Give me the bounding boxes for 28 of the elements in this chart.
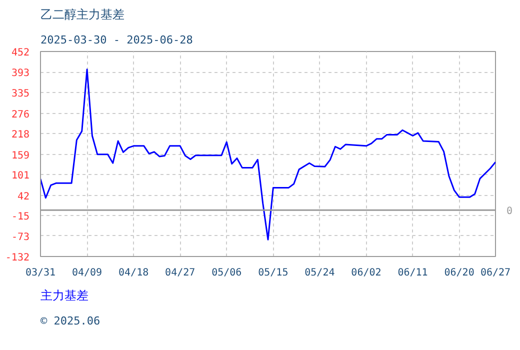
- y-tick-label: 452: [11, 48, 30, 58]
- x-tick-label: 04/18: [118, 268, 149, 278]
- y-tick-label: 159: [11, 150, 30, 162]
- x-tick-label: 06/27: [480, 268, 511, 278]
- x-tick-label: 05/15: [258, 268, 288, 278]
- x-tick-label: 05/24: [304, 268, 335, 278]
- x-tick-label: 05/06: [212, 268, 242, 278]
- chart-title: 乙二醇主力基差: [40, 8, 124, 22]
- x-tick-label: 06/20: [444, 268, 474, 278]
- x-tick-label: 03/31: [25, 268, 56, 278]
- chart-subtitle: 2025-03-30 - 2025-06-28: [40, 34, 193, 46]
- y-tick-label: 393: [11, 68, 30, 80]
- y-tick-label: 335: [11, 88, 30, 100]
- x-tick-label: 06/11: [398, 268, 428, 278]
- text: © 2025.06: [40, 314, 100, 328]
- y-tick-label: 218: [11, 130, 30, 141]
- line-series: [40, 68, 496, 240]
- y-tick-label: 101: [11, 170, 30, 182]
- y-tick-label: -15: [11, 211, 30, 222]
- y-tick-label: 42: [17, 191, 30, 202]
- x-tick-label: 04/27: [165, 268, 196, 278]
- x-tick-label: 04/09: [72, 268, 102, 278]
- x-tick-label: 06/02: [351, 268, 382, 278]
- ref-line-label: 0: [506, 206, 513, 218]
- y-tick-label: -73: [11, 232, 30, 243]
- y-tick-label: -132: [5, 252, 30, 264]
- y-tick-label: 276: [11, 109, 30, 120]
- text: 主力基差: [40, 288, 88, 302]
